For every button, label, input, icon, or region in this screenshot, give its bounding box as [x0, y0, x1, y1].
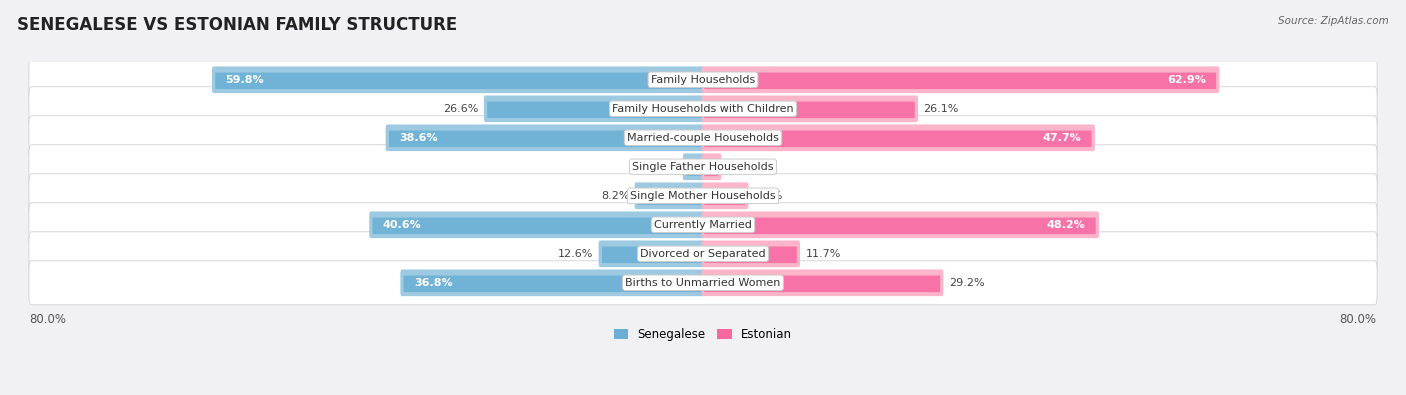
FancyBboxPatch shape [212, 66, 704, 93]
FancyBboxPatch shape [704, 73, 1216, 89]
FancyBboxPatch shape [702, 154, 721, 180]
FancyBboxPatch shape [702, 269, 943, 296]
FancyBboxPatch shape [638, 188, 702, 205]
Text: Divorced or Separated: Divorced or Separated [640, 249, 766, 259]
Text: Family Households: Family Households [651, 75, 755, 85]
Text: 11.7%: 11.7% [806, 249, 841, 259]
Text: Currently Married: Currently Married [654, 220, 752, 230]
Text: 48.2%: 48.2% [1046, 220, 1085, 230]
FancyBboxPatch shape [702, 182, 748, 209]
Text: 8.2%: 8.2% [600, 191, 630, 201]
FancyBboxPatch shape [30, 203, 1376, 247]
Text: Family Households with Children: Family Households with Children [612, 104, 794, 114]
FancyBboxPatch shape [30, 174, 1376, 218]
Text: 29.2%: 29.2% [949, 278, 984, 288]
FancyBboxPatch shape [599, 241, 704, 267]
Text: Births to Unmarried Women: Births to Unmarried Women [626, 278, 780, 288]
FancyBboxPatch shape [385, 124, 704, 151]
FancyBboxPatch shape [401, 269, 704, 296]
FancyBboxPatch shape [702, 66, 1219, 93]
Legend: Senegalese, Estonian: Senegalese, Estonian [609, 323, 797, 346]
FancyBboxPatch shape [686, 160, 702, 176]
FancyBboxPatch shape [704, 160, 718, 176]
Text: 2.1%: 2.1% [727, 162, 755, 172]
FancyBboxPatch shape [704, 131, 1091, 147]
FancyBboxPatch shape [30, 116, 1376, 160]
FancyBboxPatch shape [702, 96, 918, 122]
FancyBboxPatch shape [634, 182, 704, 209]
Text: 26.1%: 26.1% [924, 104, 959, 114]
FancyBboxPatch shape [215, 73, 702, 89]
Text: Married-couple Households: Married-couple Households [627, 133, 779, 143]
Text: 59.8%: 59.8% [225, 75, 264, 85]
Text: 62.9%: 62.9% [1167, 75, 1206, 85]
Text: Single Mother Households: Single Mother Households [630, 191, 776, 201]
Text: 47.7%: 47.7% [1043, 133, 1081, 143]
FancyBboxPatch shape [30, 145, 1376, 189]
FancyBboxPatch shape [704, 188, 745, 205]
FancyBboxPatch shape [602, 246, 702, 263]
FancyBboxPatch shape [702, 211, 1099, 238]
Text: SENEGALESE VS ESTONIAN FAMILY STRUCTURE: SENEGALESE VS ESTONIAN FAMILY STRUCTURE [17, 16, 457, 34]
Text: Source: ZipAtlas.com: Source: ZipAtlas.com [1278, 16, 1389, 26]
FancyBboxPatch shape [704, 102, 915, 118]
FancyBboxPatch shape [30, 232, 1376, 276]
FancyBboxPatch shape [704, 246, 797, 263]
FancyBboxPatch shape [484, 96, 704, 122]
Text: 26.6%: 26.6% [443, 104, 478, 114]
FancyBboxPatch shape [389, 131, 702, 147]
FancyBboxPatch shape [404, 276, 702, 292]
Text: 38.6%: 38.6% [399, 133, 437, 143]
FancyBboxPatch shape [704, 218, 1095, 234]
FancyBboxPatch shape [30, 58, 1376, 102]
FancyBboxPatch shape [702, 124, 1095, 151]
Text: Single Father Households: Single Father Households [633, 162, 773, 172]
Text: 36.8%: 36.8% [413, 278, 453, 288]
Text: 2.3%: 2.3% [650, 162, 678, 172]
FancyBboxPatch shape [30, 261, 1376, 305]
FancyBboxPatch shape [702, 241, 800, 267]
FancyBboxPatch shape [704, 276, 941, 292]
FancyBboxPatch shape [373, 218, 702, 234]
FancyBboxPatch shape [488, 102, 702, 118]
FancyBboxPatch shape [30, 87, 1376, 131]
FancyBboxPatch shape [683, 154, 704, 180]
Text: 12.6%: 12.6% [558, 249, 593, 259]
FancyBboxPatch shape [370, 211, 704, 238]
Text: 5.4%: 5.4% [754, 191, 782, 201]
Text: 40.6%: 40.6% [382, 220, 422, 230]
